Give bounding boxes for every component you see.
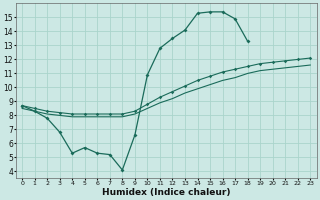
X-axis label: Humidex (Indice chaleur): Humidex (Indice chaleur) [102, 188, 230, 197]
